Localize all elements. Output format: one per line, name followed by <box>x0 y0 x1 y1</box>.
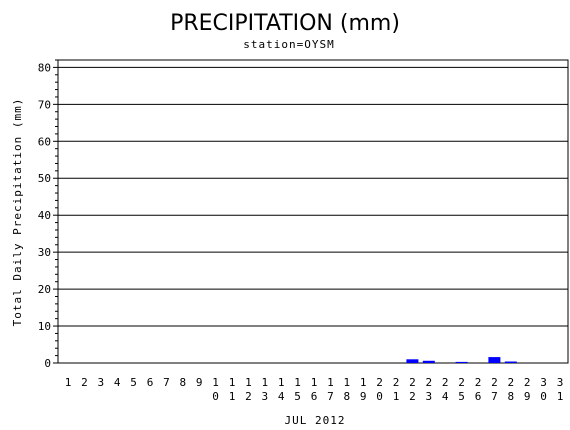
y-tick-label: 80 <box>38 61 51 74</box>
x-tick-label: 5 <box>130 376 137 389</box>
y-tick-label: 30 <box>38 246 51 259</box>
x-tick-label: 6 <box>147 376 154 389</box>
x-tick-label: 1 <box>65 376 72 389</box>
plot-frame <box>57 59 569 364</box>
x-tick-label: 2 <box>81 376 88 389</box>
x-tick-labels: 1 2 3 4 5 6 7 8 9 1 01 11 21 31 41 51 61 71 81 92 02 12 22 32 42… <box>65 376 564 403</box>
bars <box>406 357 517 363</box>
chart-title: PRECIPITATION (mm) <box>170 11 400 36</box>
y-tick-label: 60 <box>38 135 51 148</box>
y-tick-label: 10 <box>38 320 51 333</box>
bar-day-22 <box>406 359 419 363</box>
chart-subtitle: station=OYSM <box>243 38 334 51</box>
bar-day-25 <box>455 361 468 363</box>
bar-day-23 <box>422 360 435 363</box>
y-tick-label: 40 <box>38 209 51 222</box>
y-minor-ticks <box>55 59 58 357</box>
y-tick-label: 70 <box>38 98 51 111</box>
plot-area <box>53 59 569 364</box>
bar-day-28 <box>504 361 517 363</box>
y-tick-label: 50 <box>38 172 51 185</box>
y-tick-labels: 0 10 20 30 40 50 60 70 80 <box>38 61 51 370</box>
x-tick-label: 3 <box>97 376 104 389</box>
gridlines <box>53 66 568 364</box>
x-tick-label: 4 <box>114 376 121 389</box>
x-axis-label: JUL 2012 <box>285 414 346 427</box>
x-tick-label: 8 <box>179 376 186 389</box>
y-tick-label: 0 <box>44 357 51 370</box>
x-tick-label: 9 <box>196 376 203 389</box>
y-tick-label: 20 <box>38 283 51 296</box>
bar-day-27 <box>488 357 501 363</box>
x-tick-label: 7 <box>163 376 170 389</box>
y-axis-label: Total Daily Precipitation (mm) <box>11 98 24 327</box>
